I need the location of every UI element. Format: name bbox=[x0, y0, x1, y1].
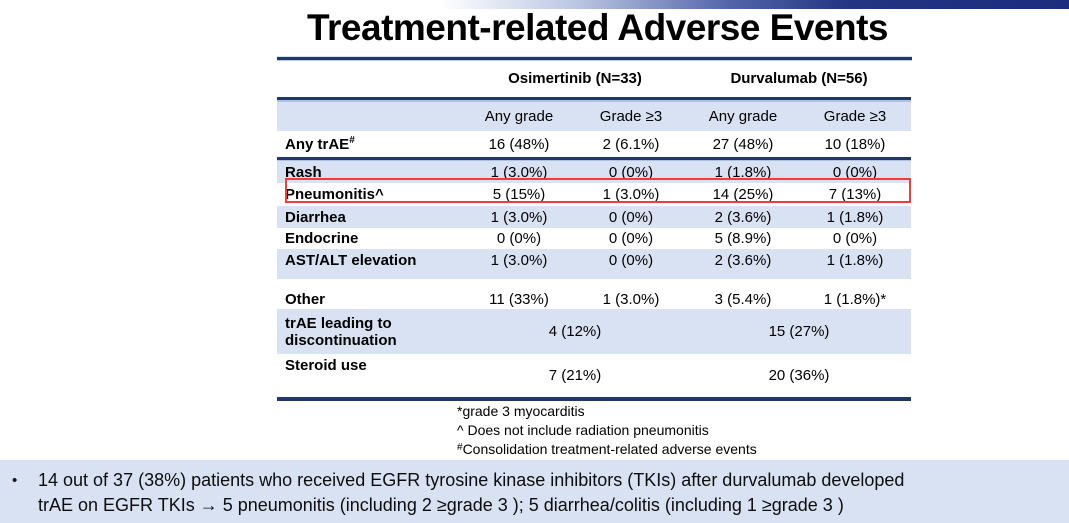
divider-line bbox=[277, 97, 911, 102]
row-ast-alt-elevation: AST/ALT elevation 1 (3.0%) 0 (0%) 2 (3.6… bbox=[277, 249, 911, 279]
table-cell-span: 7 (21%) bbox=[548, 367, 602, 384]
row-label-text: Any trAE bbox=[285, 135, 350, 153]
table-cell: 1 (3.0%) bbox=[602, 290, 660, 308]
footnote-radiation-pneumonitis: ^ Does not include radiation pneumonitis bbox=[457, 421, 709, 438]
table-cell: 16 (48%) bbox=[488, 135, 550, 153]
table-cell: 1 (3.0%) bbox=[490, 163, 548, 181]
bullet-marker: • bbox=[12, 472, 18, 489]
row-label: Rash bbox=[285, 163, 322, 181]
row-label: Steroid use bbox=[285, 357, 367, 374]
row-label: Any trAE# bbox=[277, 134, 463, 153]
table-cell: 0 (0%) bbox=[608, 208, 654, 226]
divider-line bbox=[277, 157, 911, 161]
row-label: Pneumonitis^ bbox=[285, 186, 384, 203]
table-cell: 11 (33%) bbox=[489, 290, 549, 308]
table-cell: 7 (13%) bbox=[828, 186, 882, 203]
row-label: Endocrine bbox=[285, 230, 359, 247]
table-bottom-line bbox=[277, 397, 911, 401]
table-cell: 1 (1.8%) bbox=[826, 252, 884, 269]
table-cell: 1 (1.8%) bbox=[826, 208, 884, 226]
callout-line-2: trAE on EGFR TKIs → 5 pneumonitis (inclu… bbox=[38, 495, 844, 515]
table-cell: 14 (25%) bbox=[712, 186, 774, 203]
column-group-osimertinib: Osimertinib (N=33) bbox=[508, 70, 642, 87]
row-label: Diarrhea bbox=[285, 208, 346, 226]
row-other: Other 11 (33%) 1 (3.0%) 3 (5.4%) 1 (1.8%… bbox=[277, 289, 911, 309]
row-any-trae: Any trAE# 16 (48%) 2 (6.1%) 27 (48%) 10 … bbox=[277, 131, 911, 157]
table-cell: 0 (0%) bbox=[608, 252, 654, 269]
table-cell-span: 15 (27%) bbox=[768, 323, 830, 340]
row-label: AST/ALT elevation bbox=[285, 252, 417, 269]
row-trae-discontinuation: trAE leading to discontinuation 4 (12%) … bbox=[277, 309, 911, 354]
table-cell: 1 (3.0%) bbox=[602, 186, 660, 203]
bottom-callout-box: • 14 out of 37 (38%) patients who receiv… bbox=[0, 460, 1069, 523]
footnote-myocarditis: *grade 3 myocarditis bbox=[457, 403, 585, 419]
table-cell: 0 (0%) bbox=[608, 230, 654, 247]
row-steroid-use: Steroid use 7 (21%) 20 (36%) bbox=[277, 354, 911, 397]
table-cell: 1 (3.0%) bbox=[490, 208, 548, 226]
callout-line-1: 14 out of 37 (38%) patients who received… bbox=[38, 470, 905, 490]
footnote-text: Consolidation treatment-related adverse … bbox=[462, 441, 757, 457]
row-label: trAE leading to discontinuation bbox=[285, 314, 397, 349]
table-cell: 2 (3.6%) bbox=[714, 208, 772, 226]
footnotes: *grade 3 myocarditis ^ Does not include … bbox=[457, 402, 757, 459]
table-cell: 2 (3.6%) bbox=[714, 252, 772, 269]
footnote-superscript: # bbox=[457, 442, 463, 453]
row-label: Other bbox=[285, 290, 326, 308]
row-rash: Rash 1 (3.0%) 0 (0%) 1 (1.8%) 0 (0%) bbox=[277, 161, 911, 183]
page-title: Treatment-related Adverse Events bbox=[306, 7, 889, 48]
row-endocrine: Endocrine 0 (0%) 0 (0%) 5 (8.9%) 0 (0%) bbox=[277, 228, 911, 249]
row-label-superscript: # bbox=[349, 134, 355, 146]
col-header-dur-grade3: Grade ≥3 bbox=[823, 108, 887, 125]
table-cell: 3 (5.4%) bbox=[714, 290, 772, 308]
table-cell-span: 20 (36%) bbox=[768, 367, 830, 384]
footnote-consolidation: #Consolidation treatment-related adverse… bbox=[457, 439, 757, 459]
table-cell: 0 (0%) bbox=[832, 230, 878, 247]
table-cell: 5 (15%) bbox=[492, 186, 546, 203]
table-cell: 1 (1.8%) bbox=[714, 163, 772, 181]
table-cell: 27 (48%) bbox=[712, 135, 774, 153]
table-cell: 0 (0%) bbox=[608, 163, 654, 181]
callout-bullet-item: • 14 out of 37 (38%) patients who receiv… bbox=[12, 468, 1055, 518]
table-spacer bbox=[277, 279, 911, 289]
top-gradient-bar bbox=[440, 0, 1069, 9]
table-cell: 5 (8.9%) bbox=[714, 230, 772, 247]
table-cell: 1 (3.0%) bbox=[490, 252, 548, 269]
row-pneumonitis: Pneumonitis^ 5 (15%) 1 (3.0%) 14 (25%) 7… bbox=[277, 178, 911, 206]
table-subheader-row: Any grade Grade ≥3 Any grade Grade ≥3 bbox=[277, 102, 911, 131]
col-header-osi-any-grade: Any grade bbox=[484, 108, 554, 125]
table-cell: 10 (18%) bbox=[824, 135, 886, 153]
col-header-dur-any-grade: Any grade bbox=[708, 108, 778, 125]
col-header-osi-grade3: Grade ≥3 bbox=[599, 108, 663, 125]
table-cell: 2 (6.1%) bbox=[602, 135, 660, 153]
table-group-header-row: Osimertinib (N=33) Durvalumab (N=56) bbox=[277, 60, 911, 97]
column-group-durvalumab: Durvalumab (N=56) bbox=[730, 70, 868, 87]
adverse-events-table: Osimertinib (N=33) Durvalumab (N=56) Any… bbox=[277, 60, 911, 401]
callout-text: 14 out of 37 (38%) patients who received… bbox=[38, 468, 904, 518]
table-cell: 0 (0%) bbox=[496, 230, 542, 247]
table-cell: 0 (0%) bbox=[832, 163, 878, 181]
row-diarrhea: Diarrhea 1 (3.0%) 0 (0%) 2 (3.6%) 1 (1.8… bbox=[277, 206, 911, 228]
table-cell: 1 (1.8%)* bbox=[823, 290, 887, 308]
title-underline bbox=[277, 57, 912, 60]
table-cell-span: 4 (12%) bbox=[548, 323, 602, 340]
